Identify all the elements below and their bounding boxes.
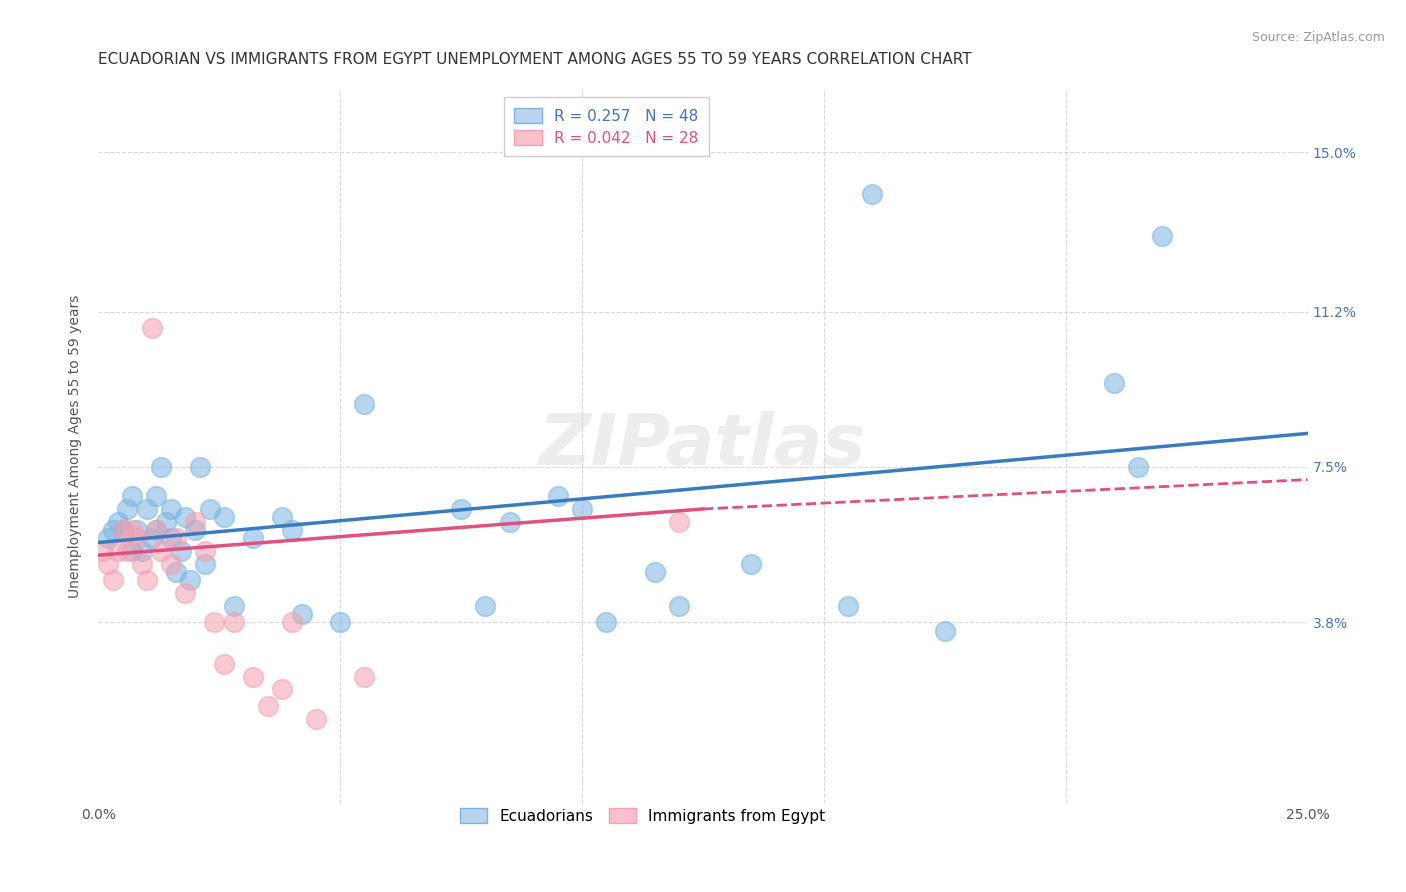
Point bbox=[305, 712, 328, 726]
Point bbox=[107, 544, 129, 558]
Point bbox=[121, 523, 143, 537]
Text: ZIPatlas: ZIPatlas bbox=[540, 411, 866, 481]
Point bbox=[212, 657, 235, 672]
Point bbox=[242, 670, 264, 684]
Point bbox=[155, 515, 177, 529]
Point bbox=[135, 574, 157, 588]
Point bbox=[242, 532, 264, 546]
Point bbox=[860, 187, 883, 202]
Point bbox=[290, 607, 312, 621]
Point bbox=[934, 624, 956, 638]
Text: Source: ZipAtlas.com: Source: ZipAtlas.com bbox=[1251, 31, 1385, 45]
Point bbox=[150, 460, 173, 475]
Point bbox=[222, 599, 245, 613]
Point bbox=[353, 397, 375, 411]
Point bbox=[837, 599, 859, 613]
Point bbox=[1152, 229, 1174, 244]
Point bbox=[474, 599, 496, 613]
Point bbox=[91, 544, 114, 558]
Point bbox=[127, 523, 149, 537]
Point bbox=[107, 515, 129, 529]
Text: ECUADORIAN VS IMMIGRANTS FROM EGYPT UNEMPLOYMENT AMONG AGES 55 TO 59 YEARS CORRE: ECUADORIAN VS IMMIGRANTS FROM EGYPT UNEM… bbox=[98, 53, 972, 67]
Point bbox=[184, 515, 207, 529]
Point bbox=[194, 557, 217, 571]
Point bbox=[271, 510, 294, 524]
Point bbox=[668, 515, 690, 529]
Point bbox=[101, 574, 124, 588]
Point bbox=[450, 502, 472, 516]
Point bbox=[111, 523, 134, 537]
Point bbox=[204, 615, 226, 630]
Point bbox=[135, 502, 157, 516]
Point bbox=[222, 615, 245, 630]
Point bbox=[174, 510, 197, 524]
Point bbox=[174, 586, 197, 600]
Point bbox=[1128, 460, 1150, 475]
Point bbox=[121, 489, 143, 503]
Point bbox=[644, 565, 666, 579]
Point bbox=[353, 670, 375, 684]
Point bbox=[145, 523, 167, 537]
Point bbox=[160, 557, 183, 571]
Point bbox=[281, 523, 304, 537]
Point bbox=[571, 502, 593, 516]
Point bbox=[271, 682, 294, 697]
Point bbox=[141, 532, 163, 546]
Point bbox=[668, 599, 690, 613]
Point bbox=[165, 565, 187, 579]
Point bbox=[184, 523, 207, 537]
Y-axis label: Unemployment Among Ages 55 to 59 years: Unemployment Among Ages 55 to 59 years bbox=[69, 294, 83, 598]
Point bbox=[131, 544, 153, 558]
Point bbox=[127, 532, 149, 546]
Point bbox=[160, 502, 183, 516]
Point bbox=[97, 557, 120, 571]
Point bbox=[160, 532, 183, 546]
Point bbox=[101, 523, 124, 537]
Point bbox=[165, 532, 187, 546]
Point bbox=[212, 510, 235, 524]
Point bbox=[145, 489, 167, 503]
Point bbox=[547, 489, 569, 503]
Point bbox=[150, 544, 173, 558]
Point bbox=[117, 502, 139, 516]
Point bbox=[97, 532, 120, 546]
Point bbox=[117, 544, 139, 558]
Point bbox=[145, 523, 167, 537]
Point bbox=[169, 544, 191, 558]
Point bbox=[740, 557, 762, 571]
Point bbox=[1102, 376, 1125, 390]
Point bbox=[131, 557, 153, 571]
Point bbox=[111, 523, 134, 537]
Point bbox=[256, 699, 278, 714]
Point bbox=[194, 544, 217, 558]
Point bbox=[595, 615, 617, 630]
Point bbox=[121, 544, 143, 558]
Legend: Ecuadorians, Immigrants from Egypt: Ecuadorians, Immigrants from Egypt bbox=[449, 797, 837, 834]
Point bbox=[329, 615, 352, 630]
Point bbox=[198, 502, 221, 516]
Point bbox=[281, 615, 304, 630]
Point bbox=[141, 321, 163, 335]
Point bbox=[188, 460, 211, 475]
Point bbox=[498, 515, 520, 529]
Point bbox=[179, 574, 201, 588]
